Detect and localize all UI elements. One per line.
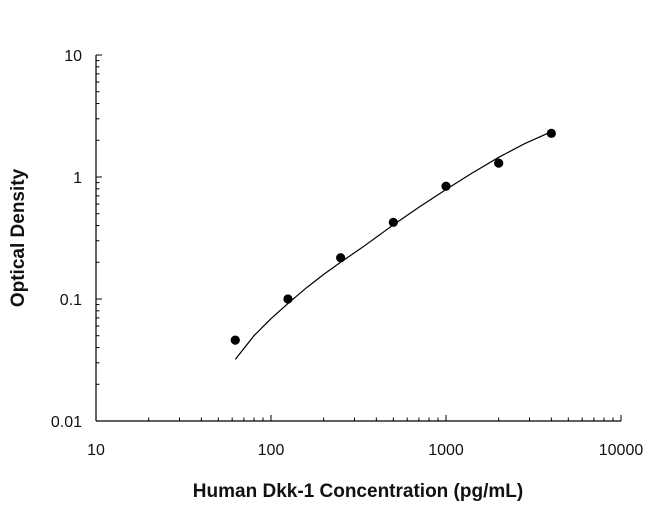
x-tick-labels: 10 100 1000 10000 [87,442,643,459]
data-point [388,217,398,227]
y-tick-label: 0.01 [51,414,82,431]
plot-area: 0.01 0.1 1 10 10 100 1000 10000 [51,48,643,459]
x-tick-label: 10000 [599,442,644,459]
data-points [230,128,556,345]
x-ticks [95,415,622,421]
y-ticks [96,54,102,422]
y-tick-label: 10 [64,48,82,65]
data-point [441,181,451,191]
data-point [283,294,293,304]
y-tick-label: 1 [73,170,82,187]
x-tick-label: 10 [87,442,105,459]
y-tick-labels: 0.01 0.1 1 10 [51,48,82,431]
x-tick-label: 1000 [428,442,464,459]
data-point [546,128,556,138]
fit-curve-line [234,131,552,360]
data-point [494,158,504,168]
data-point [336,253,346,263]
x-axis-title: Human Dkk-1 Concentration (pg/mL) [193,481,523,502]
y-tick-label: 0.1 [60,292,82,309]
data-point [230,335,240,345]
x-tick-label: 100 [258,442,285,459]
y-axis-title: Optical Density [8,168,29,307]
